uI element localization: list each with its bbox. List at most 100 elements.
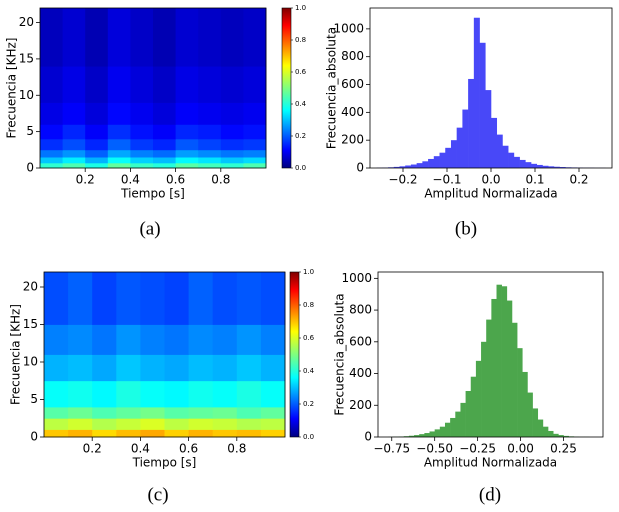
heatmap-cell (130, 124, 154, 140)
y-tick-label: 800 (341, 49, 364, 63)
y-tick-label: 15 (19, 51, 34, 65)
caption: (a) (139, 218, 160, 239)
histogram-bar (456, 127, 463, 168)
heatmap-cell (236, 418, 262, 430)
histogram-bar (473, 17, 480, 168)
heatmap-cell (212, 324, 238, 355)
heatmap-cell (198, 149, 222, 158)
x-tick-label: 0.25 (550, 442, 577, 456)
histogram-bar (405, 165, 412, 168)
heatmap-cell (107, 149, 131, 158)
colorbar-tick-label: 0.0 (303, 433, 314, 441)
heatmap-cell (40, 138, 63, 151)
histogram-bar (408, 435, 415, 437)
histogram-bar (496, 134, 503, 168)
heatmap-cell (236, 272, 262, 325)
histogram-bar (424, 433, 430, 437)
heatmap-cell (107, 102, 131, 125)
heatmap-cell (40, 102, 63, 125)
histogram-bar (519, 159, 526, 168)
heatmap-cell (107, 162, 131, 169)
y-tick-label: 0 (26, 161, 34, 175)
y-tick-label: 15 (23, 317, 38, 331)
y-tick-label: 5 (26, 124, 34, 138)
heatmap-cell (85, 102, 109, 125)
x-tick-label: 0.1 (525, 173, 544, 187)
colorbar-tick-label: 1.0 (295, 4, 306, 12)
heatmap-cell (44, 418, 69, 430)
heatmap-cell (220, 162, 244, 169)
heatmap-cell (85, 162, 109, 169)
heatmap-cell (260, 380, 286, 408)
heatmap-cell (130, 102, 154, 125)
heatmap-cell (68, 407, 93, 419)
heatmap-cell (92, 324, 117, 355)
histogram-bar (491, 117, 498, 168)
histogram-bar (485, 90, 492, 168)
heatmap-cell (243, 138, 267, 151)
histogram-bar (434, 429, 441, 437)
heatmap-cell (92, 354, 117, 382)
y-tick-label: 1000 (341, 271, 372, 285)
heatmap-cell (164, 380, 189, 408)
colorbar-tick-label: 0.2 (295, 132, 306, 140)
x-tick-label: 0.8 (227, 442, 246, 456)
histogram-bar (486, 319, 492, 437)
heatmap-cell (164, 272, 189, 325)
heatmap-cell (188, 324, 214, 355)
colorbar-tick-label: 0.8 (303, 301, 314, 309)
x-tick-label: 0.0 (481, 173, 500, 187)
histogram-bar (462, 109, 469, 168)
heatmap-cell (92, 429, 117, 438)
x-tick-label: −0.1 (432, 173, 461, 187)
x-axis-label: Tiempo [s] (120, 187, 185, 201)
heatmap-cell (153, 149, 176, 158)
histogram-bar (496, 284, 502, 437)
caption: (b) (455, 218, 477, 239)
heatmap-cell (236, 380, 262, 408)
heatmap-cell (130, 149, 154, 158)
y-tick-label: 0 (364, 430, 372, 444)
heatmap-cell (243, 162, 267, 169)
heatmap-cell (107, 138, 131, 151)
y-tick-label: 400 (349, 366, 372, 380)
heatmap-cell (153, 8, 176, 67)
histogram-bar (553, 433, 559, 437)
heatmap-cell (164, 354, 189, 382)
histogram-bar (433, 156, 440, 168)
histogram-bar (479, 42, 486, 168)
heatmap-cell (212, 407, 238, 419)
heatmap-cell (198, 8, 222, 67)
heatmap-cell (198, 162, 222, 169)
heatmap-cell (116, 429, 141, 438)
heatmap-cell (243, 66, 267, 103)
heatmap-cell (92, 418, 117, 430)
heatmap-cell (236, 354, 262, 382)
heatmap-cell (107, 8, 131, 67)
heatmap-cell (130, 162, 154, 169)
y-axis-label: Frecuencia [KHz] (9, 304, 23, 405)
heatmap-cell (164, 324, 189, 355)
axes-frame (39, 7, 267, 169)
heatmap-cell (62, 124, 86, 140)
heatmap-cell (92, 407, 117, 419)
y-tick-label: 200 (341, 133, 364, 147)
heatmap-cell (243, 102, 267, 125)
y-tick-label: 400 (341, 105, 364, 119)
heatmap-cell (116, 324, 141, 355)
heatmap-cell (198, 138, 222, 151)
heatmap-cell (220, 102, 244, 125)
heatmap-cell (85, 66, 109, 103)
heatmap-cell (107, 66, 131, 103)
caption: (d) (479, 484, 501, 505)
heatmap-cell (260, 418, 286, 430)
heatmap-cell (62, 138, 86, 151)
heatmap-cell (175, 124, 199, 140)
heatmap-cell (164, 429, 189, 438)
heatmap-cell (243, 149, 267, 158)
heatmap-cell (140, 429, 165, 438)
heatmap-cell (212, 429, 238, 438)
histogram-bar (460, 402, 466, 437)
x-tick-label: −0.2 (388, 173, 417, 187)
heatmap-cell (130, 138, 154, 151)
